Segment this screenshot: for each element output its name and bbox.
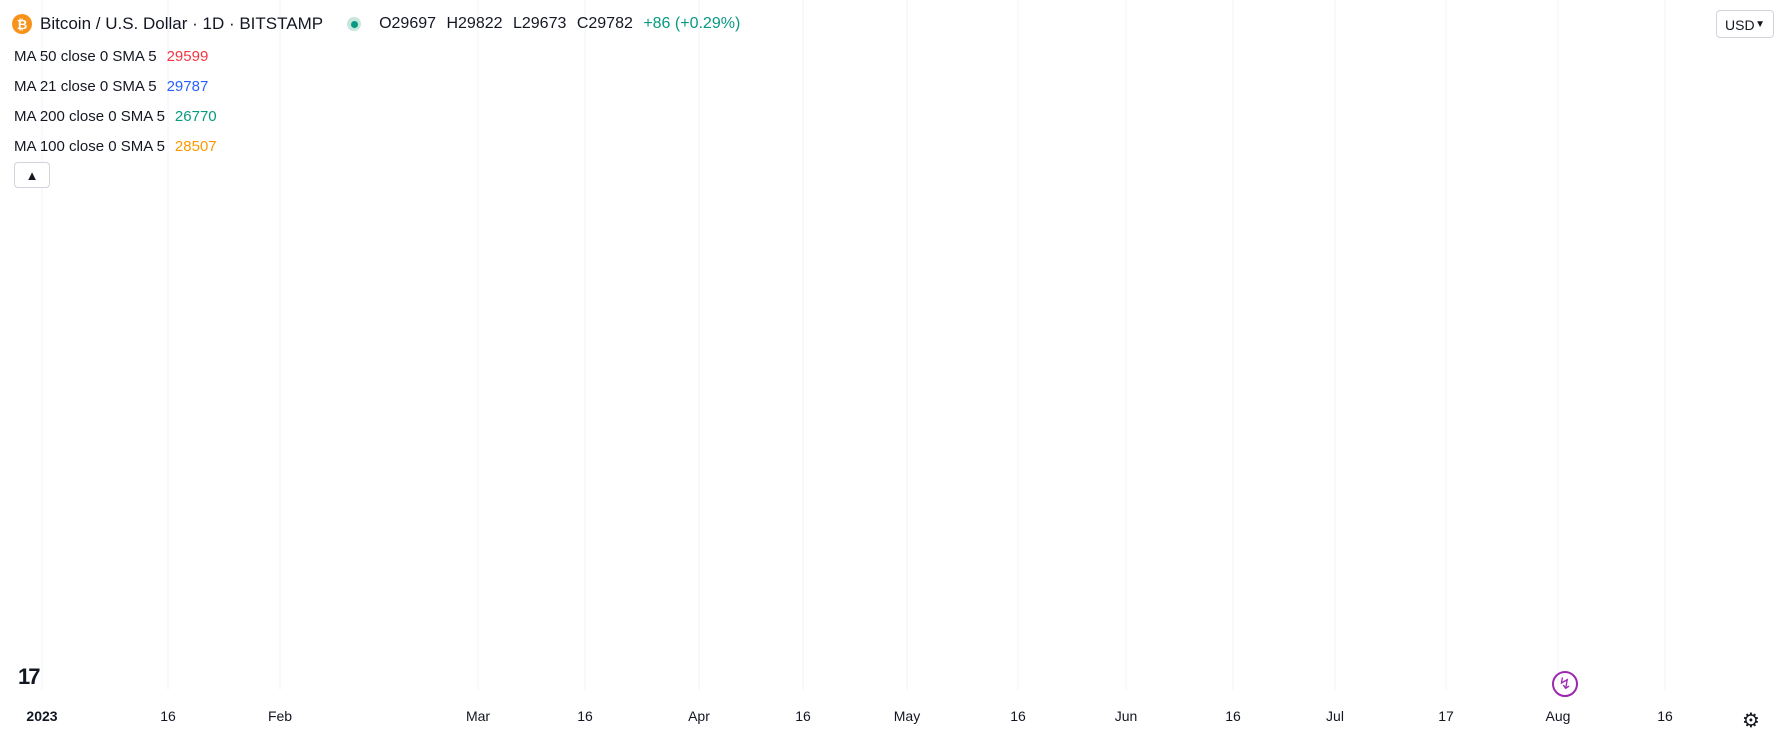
time-tick-label: 16 bbox=[577, 708, 593, 724]
time-tick-label: Aug bbox=[1546, 708, 1571, 724]
indicator-value: 29787 bbox=[166, 78, 209, 95]
indicator-row[interactable]: MA 21 close 0 SMA 5 29787 bbox=[14, 72, 217, 102]
tradingview-logo[interactable]: 17 bbox=[18, 664, 41, 689]
symbol-title[interactable]: Bitcoin / U.S. Dollar · 1D · BITSTAMP bbox=[40, 14, 324, 33]
ohlc-values: O29697 H29822 L29673 C29782 +86 (+0.29%) bbox=[379, 15, 746, 33]
chevron-up-icon: ▲ bbox=[25, 167, 39, 183]
indicator-label: MA 50 close 0 SMA 5 bbox=[14, 48, 157, 65]
time-axis[interactable]: 2023 16 Feb Mar 16 Apr 16 May 16 Jun 16 Jul 17 Aug 16 bbox=[26, 708, 1673, 724]
indicator-value: 29599 bbox=[166, 48, 209, 65]
bitcoin-icon: ₿ bbox=[12, 14, 32, 34]
time-tick-label: Jun bbox=[1115, 708, 1138, 724]
time-tick-label: May bbox=[894, 708, 920, 724]
indicator-row[interactable]: MA 200 close 0 SMA 5 26770 bbox=[14, 102, 217, 132]
currency-selector[interactable]: USD ▼ bbox=[1716, 10, 1774, 38]
chart-header: ₿ Bitcoin / U.S. Dollar · 1D · BITSTAMP … bbox=[12, 12, 746, 36]
high-value: H29822 bbox=[446, 15, 503, 32]
indicator-value: 28507 bbox=[174, 138, 217, 155]
time-tick-label: Apr bbox=[688, 708, 710, 724]
low-value: L29673 bbox=[512, 15, 567, 32]
gear-icon[interactable]: ⚙ bbox=[1742, 710, 1760, 732]
time-tick-label: Jul bbox=[1326, 708, 1344, 724]
indicator-label: MA 200 close 0 SMA 5 bbox=[14, 108, 165, 125]
indicator-label: MA 21 close 0 SMA 5 bbox=[14, 78, 157, 95]
time-tick-label: 17 bbox=[1438, 708, 1454, 724]
currency-label: USD bbox=[1725, 17, 1755, 33]
chevron-down-icon: ▼ bbox=[1755, 19, 1765, 30]
indicator-row[interactable]: MA 50 close 0 SMA 5 29599 bbox=[14, 42, 217, 72]
time-tick-label: 16 bbox=[1657, 708, 1673, 724]
close-value: C29782 bbox=[576, 15, 633, 32]
chart-gridlines bbox=[41, 0, 1666, 690]
time-tick-label: 16 bbox=[795, 708, 811, 724]
change-value: +86 (+0.29%) bbox=[643, 15, 741, 32]
time-tick-label: 16 bbox=[1225, 708, 1241, 724]
time-tick-label: Mar bbox=[466, 708, 490, 724]
time-tick-label: 16 bbox=[1010, 708, 1026, 724]
indicator-value: 26770 bbox=[174, 108, 217, 125]
lightning-icon[interactable]: ↯ bbox=[1552, 671, 1578, 697]
indicator-label: MA 100 close 0 SMA 5 bbox=[14, 138, 165, 155]
indicator-legend: MA 50 close 0 SMA 5 29599 MA 21 close 0 S… bbox=[14, 42, 217, 162]
market-open-icon bbox=[347, 17, 362, 31]
time-tick-label: 2023 bbox=[26, 708, 57, 724]
open-value: O29697 bbox=[379, 15, 437, 32]
time-tick-label: Feb bbox=[268, 708, 292, 724]
indicator-row[interactable]: MA 100 close 0 SMA 5 28507 bbox=[14, 132, 217, 162]
collapse-legend-button[interactable]: ▲ bbox=[14, 162, 50, 188]
time-tick-label: 16 bbox=[160, 708, 176, 724]
